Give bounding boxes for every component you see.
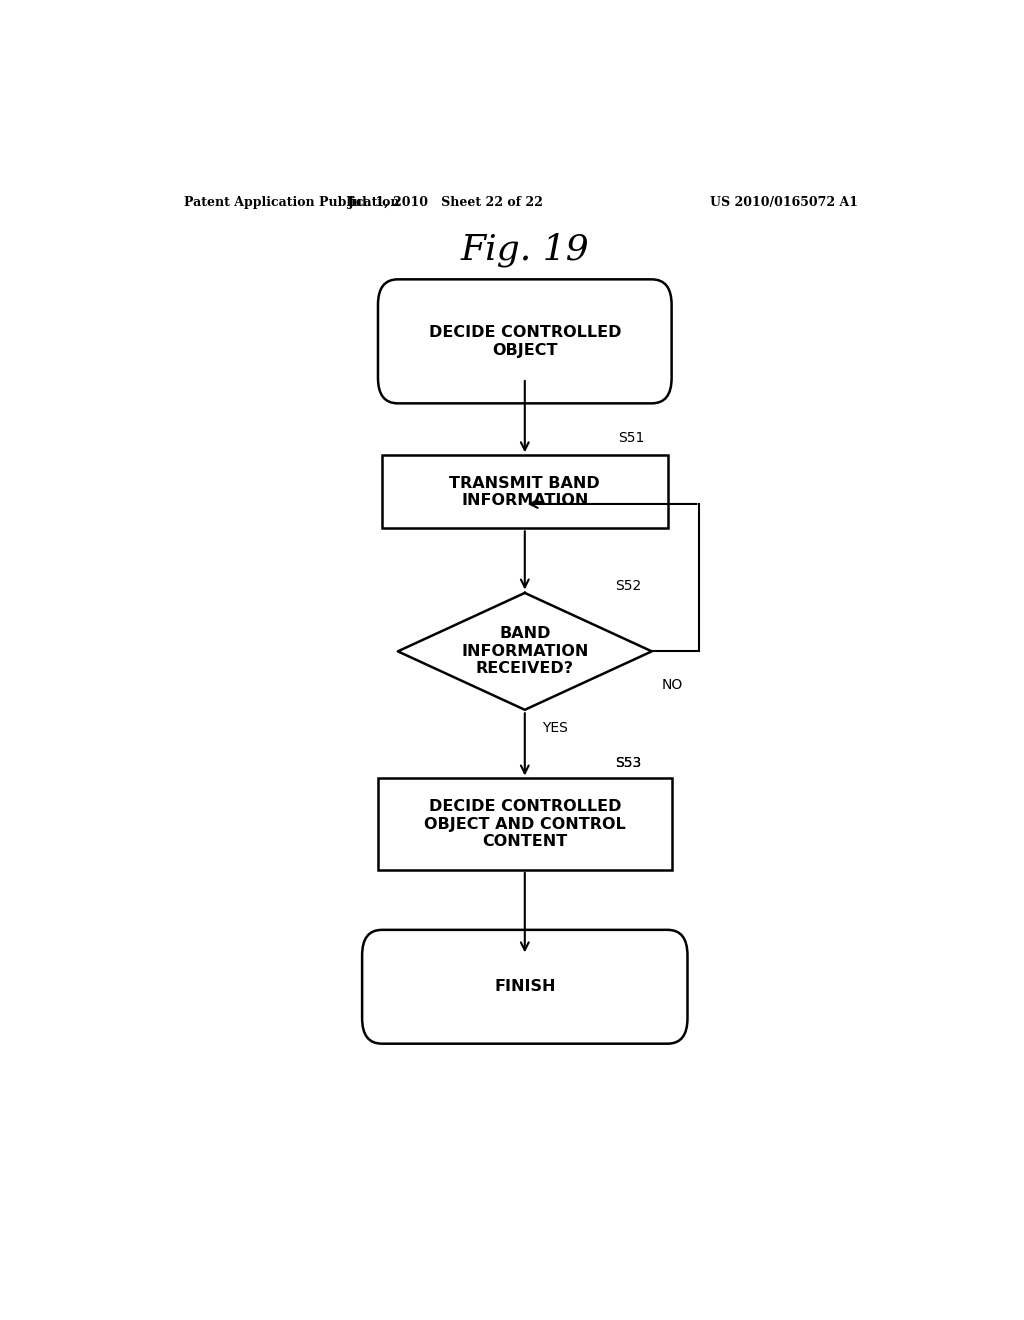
Text: FINISH: FINISH (494, 979, 556, 994)
FancyBboxPatch shape (362, 929, 687, 1044)
Text: NO: NO (662, 678, 683, 692)
Text: DECIDE CONTROLLED
OBJECT: DECIDE CONTROLLED OBJECT (429, 325, 621, 358)
Text: S53: S53 (615, 756, 641, 771)
Text: YES: YES (543, 721, 568, 735)
Text: BAND
INFORMATION
RECEIVED?: BAND INFORMATION RECEIVED? (461, 627, 589, 676)
Text: DECIDE CONTROLLED
OBJECT AND CONTROL
CONTENT: DECIDE CONTROLLED OBJECT AND CONTROL CON… (424, 799, 626, 849)
Text: S51: S51 (618, 432, 645, 445)
Polygon shape (397, 593, 652, 710)
Bar (382, 455, 668, 528)
Text: Fig. 19: Fig. 19 (461, 232, 589, 267)
Text: Patent Application Publication: Patent Application Publication (183, 195, 399, 209)
Text: TRANSMIT BAND
INFORMATION: TRANSMIT BAND INFORMATION (450, 475, 600, 508)
Text: US 2010/0165072 A1: US 2010/0165072 A1 (710, 195, 858, 209)
Text: Jul. 1, 2010   Sheet 22 of 22: Jul. 1, 2010 Sheet 22 of 22 (347, 195, 544, 209)
Bar (378, 779, 672, 870)
Text: S53: S53 (615, 756, 641, 771)
FancyBboxPatch shape (378, 280, 672, 404)
Text: S52: S52 (615, 579, 641, 594)
